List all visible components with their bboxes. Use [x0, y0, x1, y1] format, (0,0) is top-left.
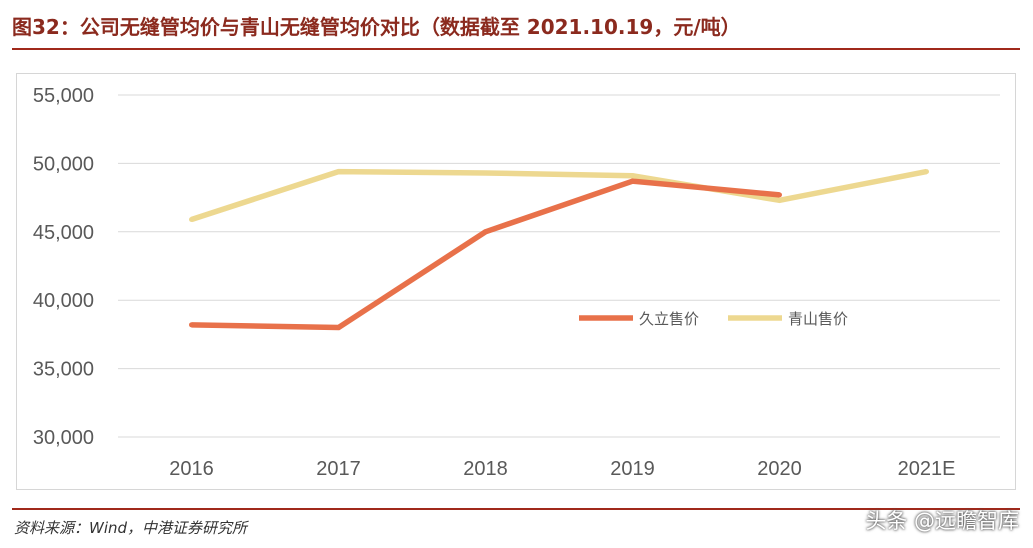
y-tick-label: 45,000: [33, 222, 94, 244]
legend: 久立售价 青山售价: [579, 310, 848, 328]
y-tick-label: 50,000: [33, 153, 94, 175]
legend-label: 久立售价: [639, 310, 699, 328]
line-chart: 30,000 35,000 40,000 45,000 50,000 55,000 201…: [33, 85, 1000, 480]
y-tick-label: 40,000: [33, 290, 94, 312]
data-point-jiuli: [336, 325, 341, 331]
gridlines: [118, 94, 1000, 438]
chart-frame: [16, 73, 1016, 490]
x-tick-label: 2021E: [898, 458, 956, 480]
source-note: 资料来源：Wind，中港证券研究所: [14, 519, 248, 537]
series-lines: [189, 168, 929, 331]
title-divider: [12, 48, 1020, 50]
data-point-jiuli: [483, 229, 488, 235]
data-point-qingshan: [777, 197, 782, 203]
data-point-qingshan: [924, 169, 929, 175]
series-line-jiuli: [191, 178, 780, 331]
y-tick-label: 30,000: [33, 427, 94, 449]
y-tick-label: 55,000: [33, 85, 94, 107]
data-point-qingshan: [483, 170, 488, 176]
series-line-qingshan: [190, 168, 928, 223]
x-axis: 2016 2017 2018 2019 2020 2021E: [169, 458, 955, 480]
data-point-qingshan: [189, 216, 194, 222]
x-tick-label: 2016: [169, 458, 214, 480]
x-tick-label: 2017: [316, 458, 361, 480]
footer-divider: [12, 508, 1020, 510]
data-point-jiuli: [189, 322, 194, 328]
y-axis: 30,000 35,000 40,000 45,000 50,000 55,000: [33, 85, 94, 449]
x-tick-label: 2019: [610, 458, 655, 480]
y-tick-label: 35,000: [33, 359, 94, 381]
legend-label: 青山售价: [788, 310, 848, 328]
x-tick-label: 2020: [757, 458, 802, 480]
data-point-jiuli: [777, 192, 782, 198]
x-tick-label: 2018: [463, 458, 508, 480]
data-point-qingshan: [336, 169, 341, 175]
data-point-qingshan: [630, 173, 635, 179]
watermark: 头条 @远瞻智库: [865, 509, 1019, 533]
data-point-jiuli: [630, 178, 635, 184]
chart-title: 图32：公司无缝管均价与青山无缝管均价对比（数据截至 2021.10.19，元/…: [12, 15, 741, 39]
